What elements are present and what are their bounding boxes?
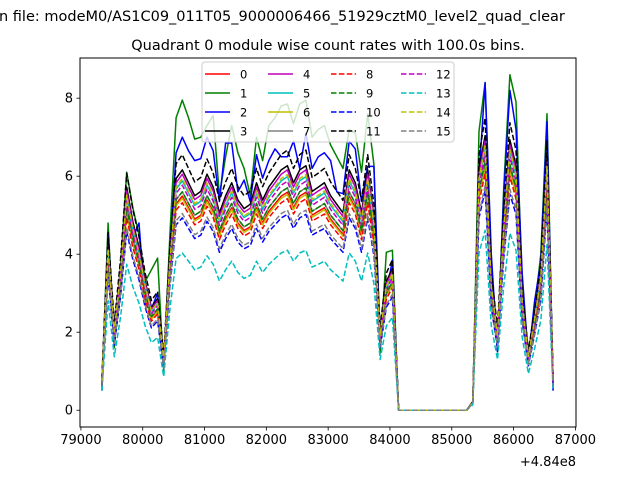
legend-label: 4 — [303, 68, 310, 82]
x-tick-label: 83000 — [307, 433, 348, 448]
legend-label: 3 — [240, 125, 247, 139]
x-tick-label: 87000 — [555, 433, 596, 448]
legend-label: 11 — [366, 125, 381, 139]
legend-item-4: 4 — [268, 68, 310, 82]
legend-frame — [201, 61, 455, 143]
legend-item-7: 7 — [268, 125, 310, 139]
legend-item-10: 10 — [331, 106, 381, 120]
legend-label: 12 — [436, 68, 451, 82]
x-tick-label: 80000 — [122, 433, 163, 448]
legend-item-11: 11 — [331, 125, 381, 139]
series-line-14 — [101, 145, 554, 411]
legend-label: 15 — [436, 125, 451, 139]
legend-item-9: 9 — [331, 87, 373, 101]
legend-label: 5 — [303, 87, 310, 101]
legend-item-3: 3 — [205, 125, 247, 139]
legend-label: 0 — [240, 68, 247, 82]
legend-item-5: 5 — [268, 87, 310, 101]
y-tick-label: 6 — [65, 170, 73, 185]
legend-label: 9 — [366, 87, 373, 101]
x-tick-label: 86000 — [493, 433, 534, 448]
legend-label: 14 — [436, 106, 451, 120]
suptitle: n file: modeM0/AS1C09_011T05_9000006466_… — [0, 9, 565, 25]
x-offset-label: +4.84e8 — [520, 455, 576, 470]
series-line-11 — [101, 117, 554, 411]
x-tick-label: 79000 — [60, 433, 101, 448]
y-tick-label: 2 — [65, 326, 73, 341]
series-line-8 — [101, 172, 554, 411]
legend-item-12: 12 — [401, 68, 451, 82]
legend-label: 13 — [436, 87, 451, 101]
legend-item-15: 15 — [401, 125, 451, 139]
y-tick-label: 8 — [65, 92, 73, 107]
legend-label: 1 — [240, 87, 247, 101]
y-tick-label: 0 — [65, 404, 73, 419]
legend-label: 10 — [366, 106, 381, 120]
ticks-layer: 79000 80000 81000 82000 83000 84000 85000 86000… — [60, 92, 596, 448]
legend-label: 6 — [303, 106, 310, 120]
legend-label: 7 — [303, 125, 310, 139]
x-tick-label: 81000 — [184, 433, 225, 448]
legend-item-13: 13 — [401, 87, 451, 101]
series-line-13 — [101, 229, 554, 411]
x-tick-label: 85000 — [431, 433, 472, 448]
legend-item-14: 14 — [401, 106, 451, 120]
legend-item-2: 2 — [205, 106, 247, 120]
legend-item-1: 1 — [205, 87, 247, 101]
series-line-10 — [101, 189, 554, 411]
legend-item-0: 0 — [205, 68, 247, 82]
legend-item-6: 6 — [268, 106, 310, 120]
series-line-12 — [101, 152, 554, 411]
series-line-15 — [101, 184, 554, 411]
x-tick-label: 84000 — [369, 433, 410, 448]
chart-title: Quadrant 0 module wise count rates with … — [131, 38, 525, 54]
series-layer — [101, 74, 554, 411]
legend-item-8: 8 — [331, 68, 373, 82]
x-tick-label: 82000 — [246, 433, 287, 448]
legend-label: 2 — [240, 106, 247, 120]
legend-label: 8 — [366, 68, 373, 82]
y-tick-label: 4 — [65, 248, 73, 263]
